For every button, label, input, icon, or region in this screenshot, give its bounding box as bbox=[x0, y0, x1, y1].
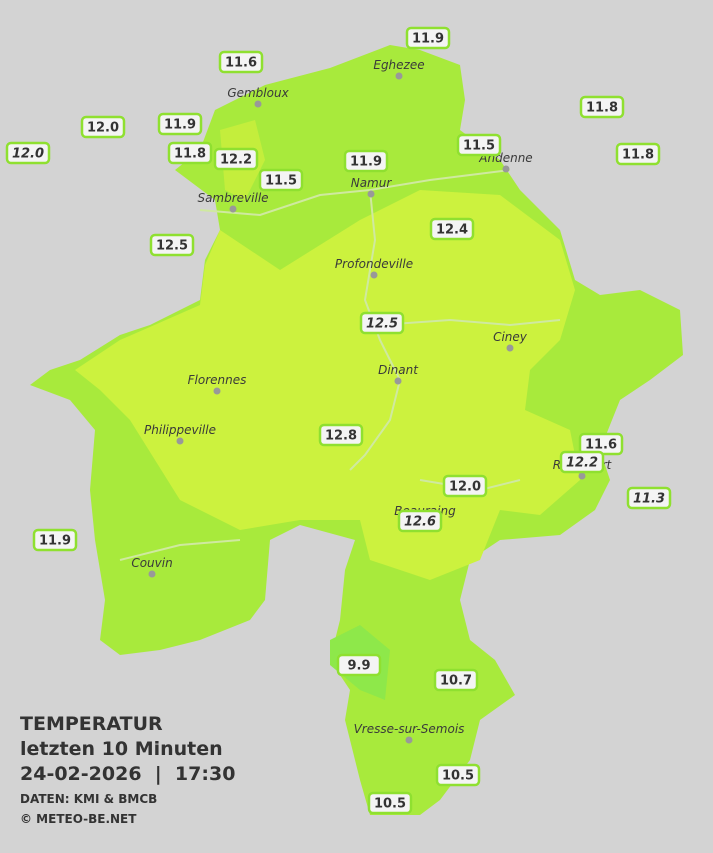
station-value: 11.9 bbox=[350, 155, 382, 170]
station-value: 11.9 bbox=[412, 32, 444, 47]
city-label: Sambreville bbox=[197, 191, 268, 205]
station-value: 11.8 bbox=[174, 147, 206, 162]
station-value: 12.0 bbox=[12, 147, 44, 162]
city-label: Namur bbox=[351, 176, 393, 190]
station-value: 11.8 bbox=[622, 148, 654, 163]
station-value: 12.5 bbox=[366, 317, 398, 332]
city-label: Ciney bbox=[493, 330, 528, 344]
station-value: 11.5 bbox=[265, 174, 297, 189]
station-box bbox=[405, 26, 451, 50]
station-value: 11.9 bbox=[39, 534, 71, 549]
station-box bbox=[559, 450, 605, 474]
station-box bbox=[433, 668, 479, 692]
station-value: 12.5 bbox=[156, 239, 188, 254]
city-label: Florennes bbox=[188, 373, 247, 387]
station-value: 9.9 bbox=[347, 659, 370, 674]
city-dot bbox=[578, 472, 586, 480]
station-box bbox=[359, 311, 405, 335]
station-box bbox=[258, 168, 304, 192]
station-box bbox=[218, 50, 264, 74]
station-box bbox=[213, 147, 259, 171]
city-dot bbox=[405, 736, 413, 744]
station-value: 10.7 bbox=[440, 674, 472, 689]
station-value: 10.5 bbox=[442, 769, 474, 784]
station-box bbox=[435, 763, 481, 787]
station-box bbox=[157, 112, 203, 136]
station-box bbox=[318, 423, 364, 447]
title: TEMPERATUR bbox=[20, 713, 163, 735]
station-box bbox=[615, 142, 661, 166]
city-label: Gembloux bbox=[227, 86, 289, 100]
station-value: 11.3 bbox=[633, 492, 665, 507]
city-dot bbox=[213, 387, 221, 395]
city-dot bbox=[367, 190, 375, 198]
station-box bbox=[5, 141, 51, 165]
station-value: 11.6 bbox=[225, 56, 257, 71]
city-label: Vresse-sur-Semois bbox=[354, 722, 465, 736]
station-box bbox=[397, 509, 443, 533]
city-dot bbox=[148, 570, 156, 578]
station-box bbox=[343, 149, 389, 173]
station-box bbox=[32, 528, 78, 552]
subtitle: letzten 10 Minuten bbox=[20, 738, 223, 760]
station-value: 12.8 bbox=[325, 429, 357, 444]
city-label: Couvin bbox=[131, 556, 172, 570]
station-value: 11.9 bbox=[164, 118, 196, 133]
city-dot bbox=[394, 377, 402, 385]
station-box bbox=[442, 474, 488, 498]
station-box bbox=[336, 653, 382, 677]
station-value: 12.6 bbox=[404, 515, 436, 530]
station-box bbox=[167, 141, 213, 165]
station-value: 10.5 bbox=[374, 797, 406, 812]
station-box bbox=[429, 217, 475, 241]
city-dot bbox=[229, 205, 237, 213]
station-value: 12.2 bbox=[566, 456, 598, 471]
station-box bbox=[149, 233, 195, 257]
station-box bbox=[626, 486, 672, 510]
copyright: © METEO-BE.NET bbox=[20, 812, 137, 826]
station-value: 12.2 bbox=[220, 153, 252, 168]
city-label: Dinant bbox=[378, 363, 419, 377]
station-value: 12.0 bbox=[87, 121, 119, 136]
river bbox=[119, 169, 561, 561]
city-dot bbox=[502, 165, 510, 173]
station-value: 12.4 bbox=[436, 223, 468, 238]
station-box bbox=[80, 115, 126, 139]
station-value: 12.0 bbox=[449, 480, 481, 495]
city-dot bbox=[506, 344, 514, 352]
station-box bbox=[456, 133, 502, 157]
datetime: 24-02-2026 | 17:30 bbox=[20, 763, 235, 785]
city-dot bbox=[176, 437, 184, 445]
city-dot bbox=[254, 100, 262, 108]
station-value: 11.8 bbox=[586, 101, 618, 116]
station-value: 11.5 bbox=[463, 139, 495, 154]
city-dot bbox=[370, 271, 378, 279]
station-box bbox=[367, 791, 413, 815]
city-dot bbox=[395, 72, 403, 80]
source: DATEN: KMI & BMCB bbox=[20, 792, 157, 806]
station-box bbox=[579, 95, 625, 119]
city-label: Philippeville bbox=[144, 423, 216, 437]
station-value: 11.6 bbox=[585, 438, 617, 453]
city-label: Eghezee bbox=[373, 58, 424, 72]
city-label: Profondeville bbox=[335, 257, 413, 271]
